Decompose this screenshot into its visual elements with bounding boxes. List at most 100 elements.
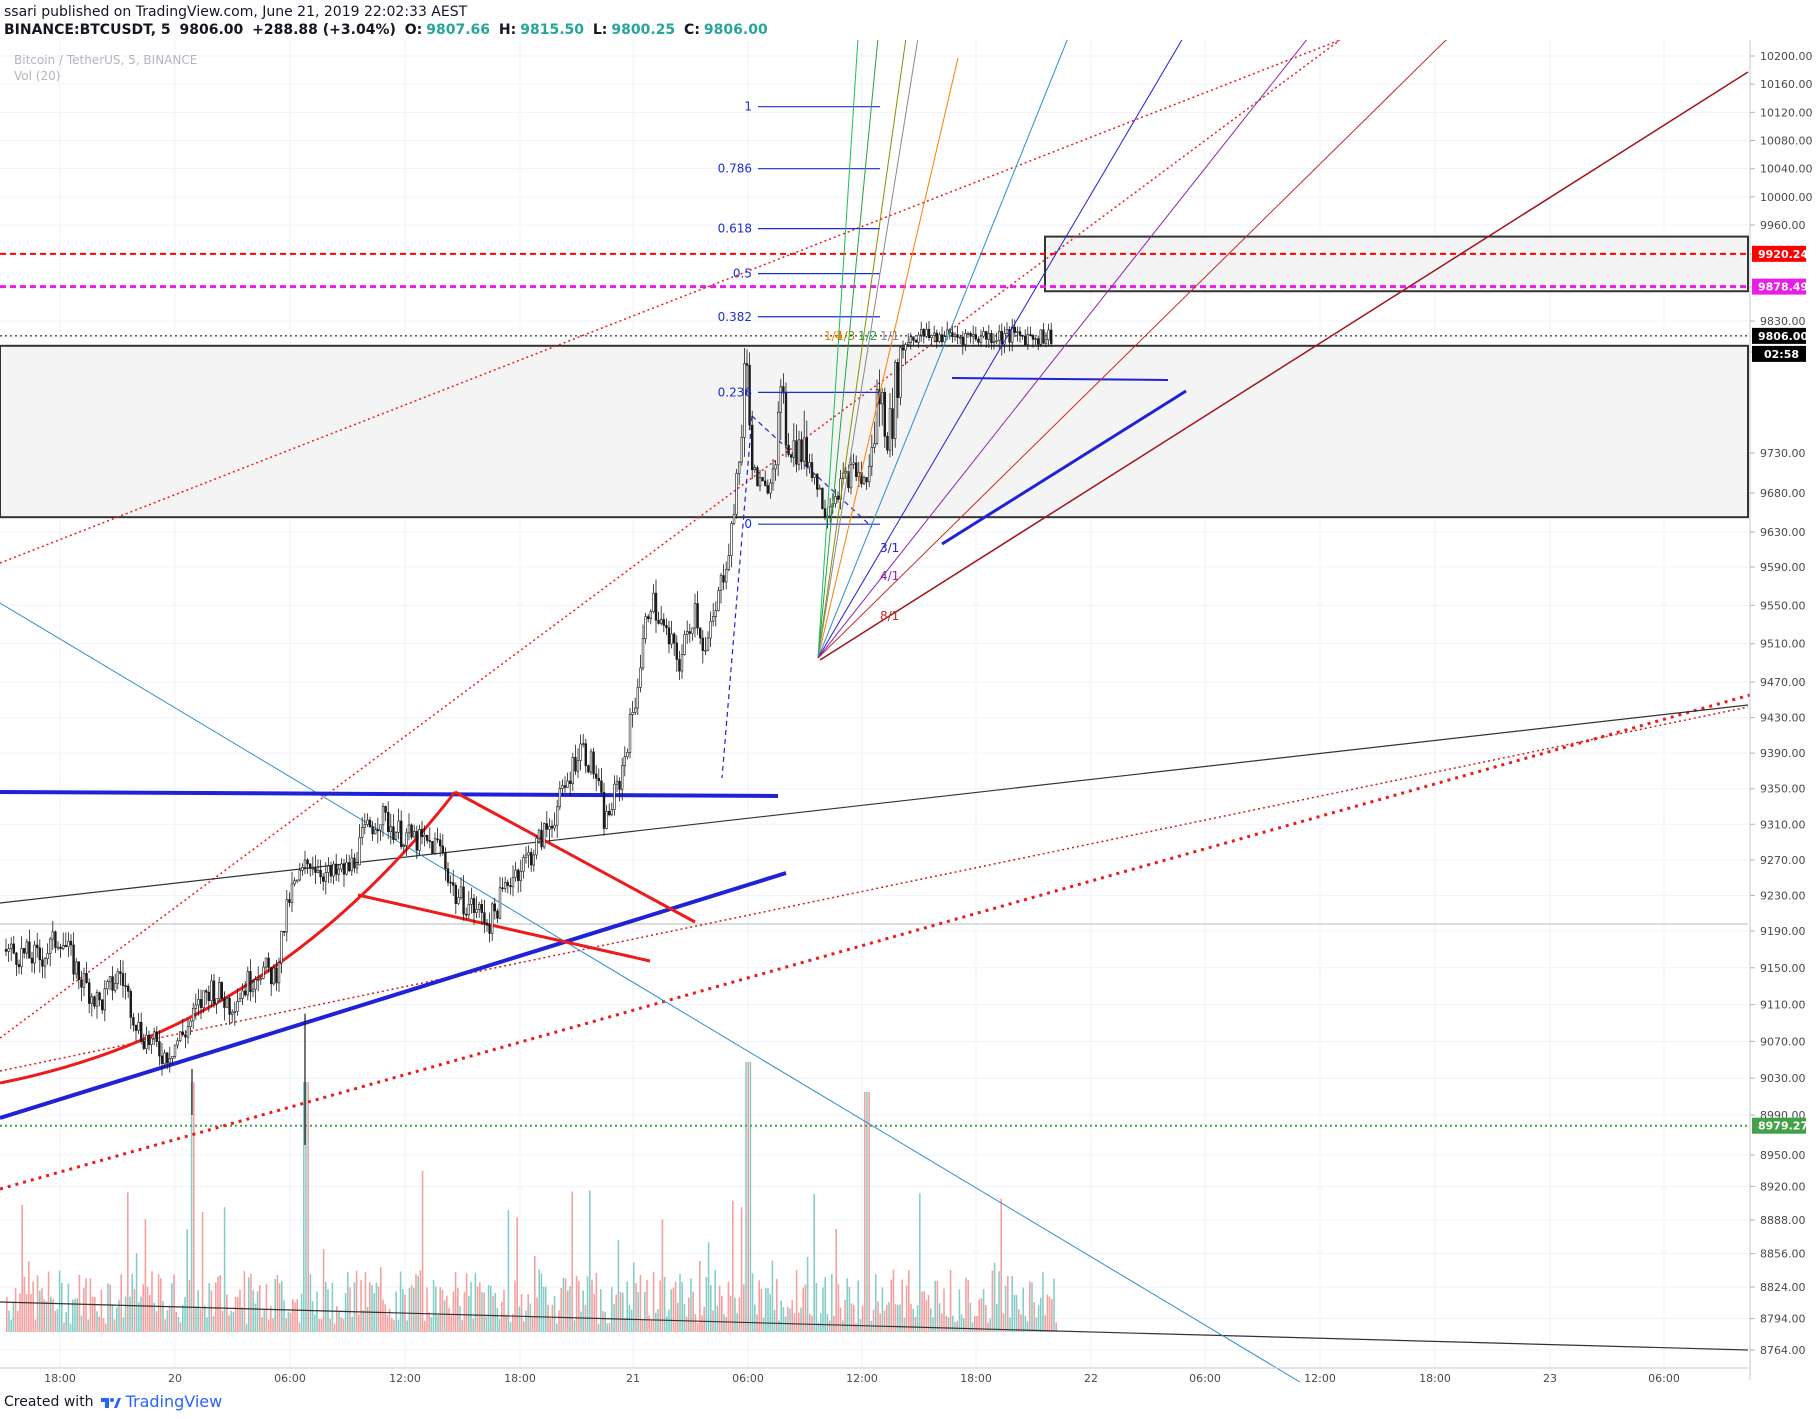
volume-bar: [622, 1292, 624, 1332]
candle-body: [280, 930, 283, 964]
volume-bar: [1022, 1287, 1024, 1332]
volume-bar: [118, 1299, 120, 1332]
volume-bar: [1026, 1321, 1029, 1332]
candle-body: [623, 756, 627, 767]
volume-bar: [608, 1322, 611, 1332]
volume-bar: [395, 1291, 397, 1332]
volume-bar: [919, 1193, 921, 1332]
volume-bar: [619, 1292, 622, 1332]
candle-body: [1008, 329, 1011, 343]
candle-body: [974, 334, 978, 340]
x-tick-label: 06:00: [1189, 1372, 1221, 1382]
y-tick-label: 8764.00: [1760, 1344, 1806, 1357]
candle-body: [4, 949, 8, 952]
candle-body: [101, 999, 104, 1011]
candle-body: [480, 904, 483, 913]
candle-body: [610, 809, 614, 816]
volume-bar: [888, 1302, 890, 1332]
volume-bar: [19, 1293, 21, 1332]
candle-body: [345, 862, 348, 875]
fib-anchor-dashed: [721, 415, 753, 779]
volume-bar: [349, 1287, 351, 1332]
volume-bar: [787, 1306, 789, 1332]
volume-bar: [514, 1280, 516, 1332]
volume-bar: [415, 1274, 417, 1332]
candle-body: [496, 910, 499, 919]
volume-bar: [846, 1278, 848, 1332]
volume-bar: [758, 1280, 760, 1332]
gann-label: 1/3: [836, 329, 855, 343]
candle-body: [792, 440, 796, 458]
candle-body: [857, 471, 861, 477]
volume-bar: [36, 1275, 39, 1332]
volume-bar: [448, 1307, 450, 1332]
volume-bar: [140, 1296, 142, 1332]
candle-body: [38, 947, 42, 961]
candle-body: [231, 1011, 234, 1015]
candle-body: [899, 347, 902, 398]
volume-bar: [182, 1305, 184, 1332]
candle-body: [314, 867, 317, 873]
y-tick-label: 9730.00: [1760, 447, 1806, 460]
candle-body: [769, 482, 772, 494]
volume-bar: [710, 1285, 712, 1332]
volume-bar: [780, 1300, 782, 1332]
volume-bar: [630, 1309, 633, 1332]
resistance-zone: [1044, 235, 1749, 293]
candle-body: [782, 386, 785, 394]
volume-bar: [270, 1305, 272, 1332]
candle-body: [922, 329, 926, 337]
volume-bar: [646, 1279, 648, 1332]
tradingview-logo[interactable]: TradingView: [100, 1392, 222, 1411]
cyan-trend-down: [0, 602, 1301, 1382]
candle-body: [155, 1031, 158, 1042]
volume-bar: [738, 1297, 741, 1332]
volume-bar: [762, 1317, 765, 1332]
candle-body: [189, 1020, 192, 1027]
volume-bar: [932, 1317, 934, 1332]
volume-bar: [927, 1294, 930, 1332]
volume-bar: [47, 1271, 50, 1332]
candle-body: [61, 945, 65, 950]
volume-bar: [177, 1317, 180, 1332]
volume-bar: [908, 1270, 910, 1332]
candle-body: [282, 930, 286, 933]
volume-bar: [426, 1287, 428, 1332]
candle-body: [220, 982, 223, 999]
volume-bar: [39, 1290, 41, 1332]
candle-body: [215, 998, 218, 1004]
candle-body: [163, 1052, 166, 1064]
volume-bar: [454, 1272, 457, 1332]
volume-bar: [1020, 1314, 1022, 1332]
candle-body: [30, 957, 34, 964]
y-tick-label: 9430.00: [1760, 712, 1806, 725]
open-label: O:: [404, 22, 423, 38]
volume-bar: [281, 1281, 283, 1332]
symbol: BINANCE:BTCUSDT, 5: [4, 22, 171, 38]
volume-bar: [547, 1304, 549, 1332]
volume-bar: [844, 1299, 846, 1332]
volume-bar: [573, 1320, 576, 1332]
candle-body: [594, 773, 598, 779]
candle-body: [735, 473, 738, 515]
candle-body: [1003, 333, 1006, 345]
volume-bar: [804, 1284, 807, 1332]
volume-bar: [958, 1289, 961, 1332]
candle-body: [269, 967, 273, 985]
candle-body: [620, 765, 624, 790]
candle-body: [711, 616, 715, 622]
candle-body: [114, 982, 117, 991]
x-tick-label: 18:00: [1419, 1372, 1451, 1382]
candle-body: [350, 857, 353, 872]
close-value: 9806.00: [703, 22, 768, 38]
candle-body: [516, 869, 520, 881]
candle-body: [386, 812, 390, 832]
candle-body: [381, 806, 385, 826]
candle-body: [488, 924, 491, 934]
candle-body: [334, 863, 338, 875]
candle-body: [194, 1004, 197, 1009]
candle-body: [267, 957, 270, 968]
candle-body: [607, 810, 611, 816]
candle-body: [467, 904, 470, 916]
